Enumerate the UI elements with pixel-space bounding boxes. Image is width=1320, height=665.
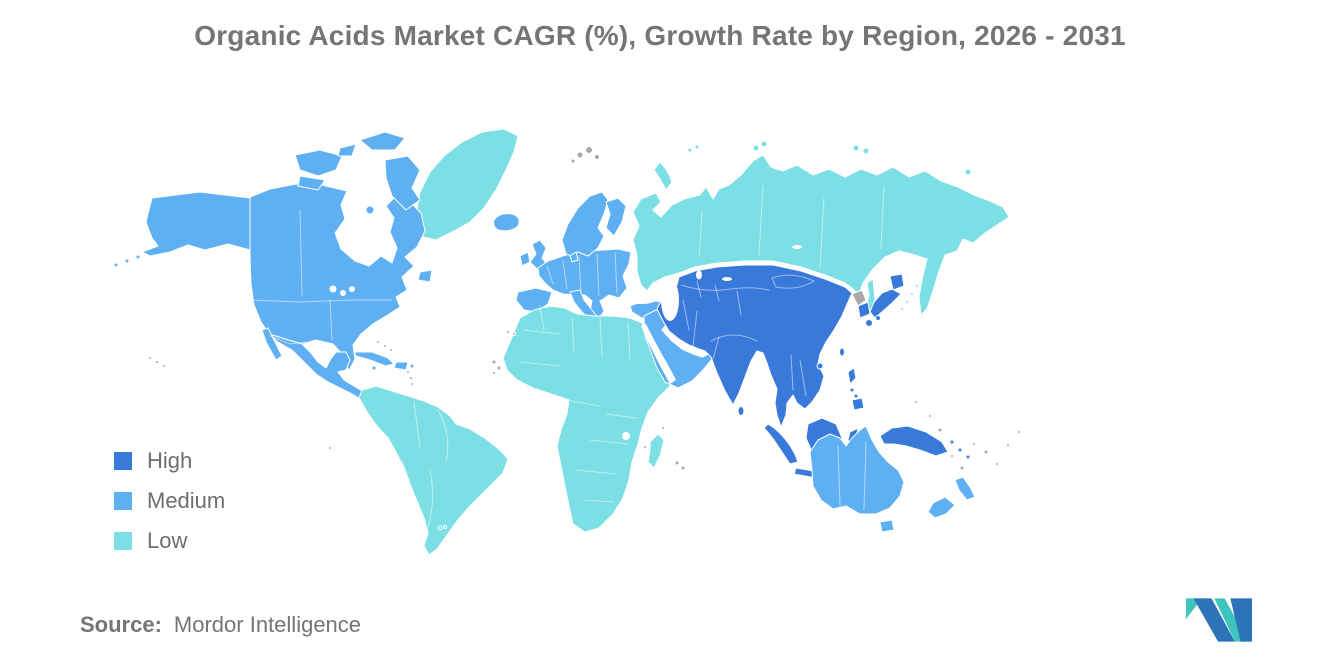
map-region-australia-nz[interactable] — [809, 425, 976, 533]
legend-swatch-high-icon — [114, 451, 132, 470]
chart-title: Organic Acids Market CAGR (%), Growth Ra… — [194, 20, 1126, 51]
map-region-greenland[interactable] — [415, 128, 519, 241]
water-bodies — [329, 245, 802, 440]
legend-swatch-low-icon — [114, 531, 132, 550]
mordor-logo-icon — [1186, 598, 1252, 642]
legend-label-high: High — [147, 447, 193, 473]
map-region-no-data[interactable] — [148, 146, 1021, 471]
legend-item-high: High — [114, 447, 225, 473]
legend-label-low: Low — [147, 527, 188, 553]
source-label: Source: — [80, 612, 162, 637]
source-value: Mordor Intelligence — [173, 612, 362, 637]
legend-label-medium: Medium — [147, 487, 226, 513]
map-region-africa[interactable] — [502, 305, 681, 533]
legend-item-medium: Medium — [114, 487, 226, 513]
legend-item-low: Low — [114, 527, 225, 553]
map-legend: High Medium Low — [114, 447, 226, 570]
map-region-europe[interactable] — [515, 191, 632, 329]
map-region-south-america[interactable] — [358, 385, 509, 556]
legend-swatch-medium-icon — [114, 491, 132, 510]
country-borders — [251, 185, 885, 529]
map-region-russia[interactable] — [632, 140, 1010, 316]
source-line: Source: Mordor Intelligence — [80, 612, 361, 638]
map-region-north-america[interactable] — [113, 131, 520, 401]
mordor-intelligence-logo — [1186, 598, 1252, 642]
